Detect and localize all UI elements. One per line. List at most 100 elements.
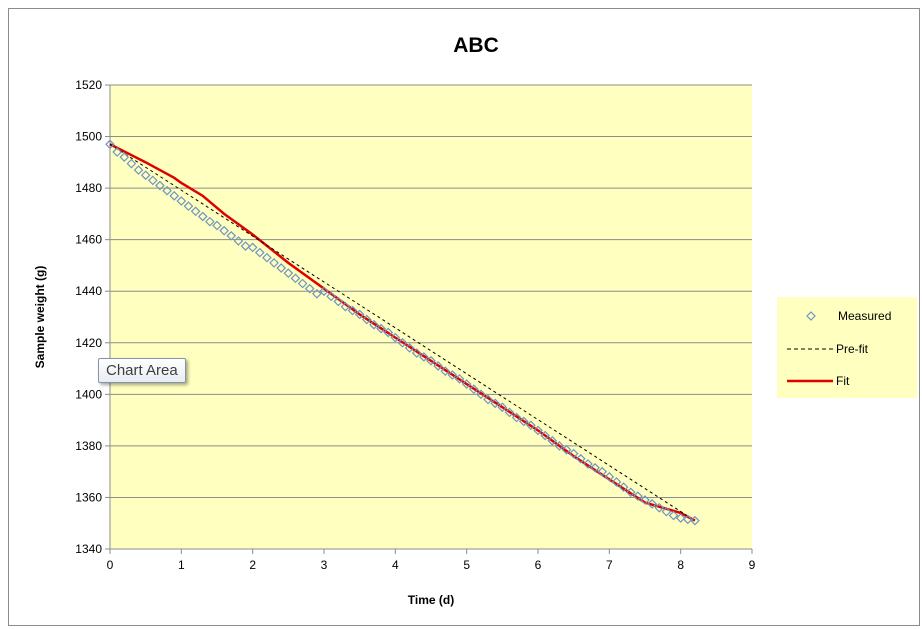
measured-point [162,185,172,196]
measured-point [183,201,194,212]
measured-point [361,314,372,325]
measured-point [433,361,443,371]
y-tick-label: 1460 [75,233,102,247]
measured-point [447,370,458,380]
measured-point [640,495,650,505]
measured-point [440,366,451,376]
measured-point [269,258,279,268]
legend-item-measured[interactable]: Measured [806,309,891,323]
measured-point [575,453,586,464]
plot-area[interactable] [110,85,752,549]
measured-point [369,319,379,330]
x-tick-label: 0 [107,558,114,572]
measured-point [147,175,158,186]
measured-point [283,268,294,279]
measured-point [583,459,593,469]
measured-point [540,430,550,441]
measured-point [326,291,336,302]
measured-point [497,402,508,413]
x-tick-label: 8 [677,558,684,572]
measured-point [347,305,358,316]
measured-point [518,416,529,427]
measured-point [169,190,180,201]
y-tick-label: 1500 [75,130,102,144]
measured-point [133,165,144,175]
measured-point [262,252,272,263]
y-tick-label: 1340 [75,542,102,556]
measured-point [590,462,600,473]
x-tick-label: 4 [392,558,399,572]
measured-point [547,435,558,446]
pre-fit-series [109,143,696,522]
y-axis-ticks: 1340 1360 1380 1400 1420 1440 1460 1480 1500 1520 [75,78,110,556]
measured-point [661,506,672,517]
legend-label: Pre-fit [836,342,869,356]
measured-point [561,444,572,455]
measured-point [155,180,165,191]
measured-point [526,420,536,431]
measured-point [376,323,386,334]
measured-point [197,211,208,222]
x-tick-label: 3 [321,558,328,572]
gridlines [110,84,752,498]
legend-item-fit[interactable]: Fit [787,374,850,388]
measured-point [240,241,251,251]
measured-point [597,466,608,477]
x-tick-label: 9 [749,558,756,572]
measured-point [290,273,301,284]
measured-point [219,225,229,236]
measured-point [625,487,636,498]
measured-point [533,425,543,436]
measured-point [354,309,365,320]
x-axis-title: Time (d) [408,593,454,607]
measured-point [247,242,258,253]
measured-point [411,348,422,358]
legend[interactable]: Measured Pre-fit Fit [777,297,917,398]
measured-point [604,471,615,482]
measured-point [119,152,130,163]
measured-point [340,301,351,312]
measured-point [297,278,308,289]
y-tick-label: 1440 [75,284,102,298]
y-tick-label: 1420 [75,336,102,350]
measured-point [490,398,501,409]
measured-point [383,327,394,338]
measured-point [112,147,122,157]
measured-point [454,374,465,384]
x-tick-label: 2 [249,558,256,572]
measured-point [312,288,322,299]
measured-point [404,343,415,353]
measured-point [319,286,329,297]
measured-point [668,510,679,521]
x-axis-ticks: 0 1 2 3 4 5 6 7 8 9 [107,549,756,572]
axes [109,85,752,550]
measured-point [419,352,429,362]
y-tick-label: 1400 [75,387,102,401]
measured-point [126,158,137,169]
measured-point [618,482,629,492]
legend-item-pre-fit[interactable]: Pre-fit [787,342,869,356]
measured-point [633,491,643,502]
measured-point [511,412,522,423]
measured-point [105,139,115,150]
y-tick-label: 1360 [75,490,102,504]
measured-point [205,216,215,227]
measured-point [190,206,201,217]
y-tick-label: 1380 [75,439,102,453]
measured-point [476,389,486,400]
measured-point [226,230,237,241]
legend-diamond-icon [806,311,816,321]
measured-point [611,477,622,487]
measured-point [504,407,515,418]
y-tick-label: 1520 [75,78,102,92]
legend-label: Measured [838,309,891,323]
y-axis-title: Sample weight (g) [33,266,47,369]
pre-fit-line [109,143,696,522]
measured-point [254,247,265,258]
measured-point [276,263,287,273]
measured-point [426,355,436,366]
measured-point [568,448,579,459]
measured-point [390,332,401,343]
x-tick-label: 1 [178,558,185,572]
